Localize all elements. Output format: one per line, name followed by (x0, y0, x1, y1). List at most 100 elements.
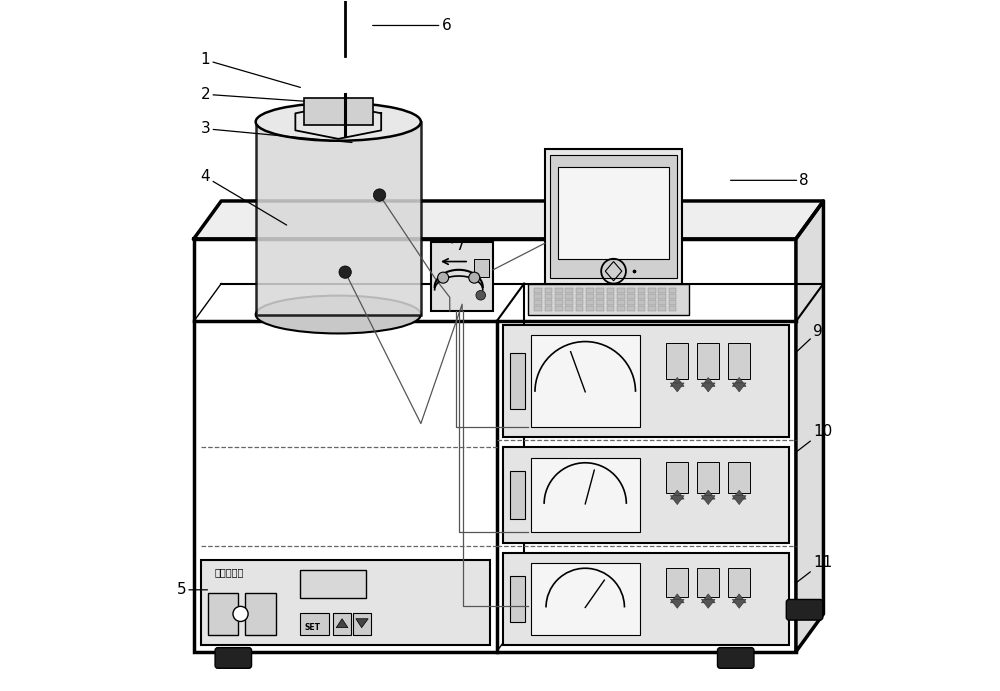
Bar (666, 567, 688, 597)
Bar (565, 306, 573, 311)
Bar (503, 553, 789, 645)
Text: 10: 10 (796, 424, 832, 452)
Bar (669, 306, 676, 311)
Polygon shape (701, 599, 715, 608)
Polygon shape (670, 495, 684, 504)
Circle shape (469, 272, 480, 283)
Text: 恒温水浴锅: 恒温水浴锅 (214, 567, 244, 577)
Circle shape (438, 272, 449, 283)
Bar (627, 287, 635, 292)
Bar (728, 567, 750, 597)
Bar (666, 343, 688, 379)
Bar (353, 612, 371, 634)
Bar (576, 300, 583, 305)
Bar (534, 287, 542, 292)
Polygon shape (356, 618, 368, 627)
Bar (669, 287, 676, 292)
Bar (666, 462, 688, 493)
Polygon shape (670, 383, 684, 392)
Bar (545, 287, 552, 292)
Bar (555, 306, 563, 311)
Bar (728, 462, 750, 493)
Polygon shape (194, 201, 823, 239)
Bar (565, 294, 573, 299)
Text: 9: 9 (796, 324, 823, 352)
Text: SET: SET (305, 623, 321, 632)
Bar (576, 287, 583, 292)
Bar (558, 167, 669, 260)
Bar (555, 294, 563, 299)
Bar (300, 570, 366, 598)
Bar (617, 306, 625, 311)
Bar (658, 294, 666, 299)
Bar (586, 294, 594, 299)
Bar (658, 287, 666, 292)
Bar (638, 287, 645, 292)
Bar (531, 335, 640, 426)
Bar (648, 300, 656, 305)
Bar (550, 155, 677, 278)
Polygon shape (732, 377, 746, 386)
Bar (658, 306, 666, 311)
Bar (333, 612, 351, 634)
Bar (545, 149, 682, 283)
Circle shape (373, 189, 386, 201)
Polygon shape (701, 495, 715, 504)
Bar (627, 294, 635, 299)
Polygon shape (701, 383, 715, 392)
Ellipse shape (256, 103, 421, 141)
Bar (697, 462, 719, 493)
Bar (510, 471, 525, 519)
Bar (545, 306, 552, 311)
Bar (586, 300, 594, 305)
Bar (565, 287, 573, 292)
Bar (503, 447, 789, 542)
Bar (534, 294, 542, 299)
Text: 8: 8 (731, 173, 809, 188)
Bar (503, 325, 789, 437)
Bar (596, 306, 604, 311)
Polygon shape (796, 201, 823, 652)
Bar (528, 283, 689, 314)
Bar (648, 306, 656, 311)
Bar (627, 300, 635, 305)
Polygon shape (701, 490, 715, 499)
Bar (531, 563, 640, 634)
FancyBboxPatch shape (717, 647, 754, 668)
Circle shape (476, 290, 486, 300)
Bar (617, 294, 625, 299)
Bar (607, 306, 614, 311)
Bar (586, 306, 594, 311)
Bar (534, 300, 542, 305)
Bar (534, 306, 542, 311)
Bar (697, 343, 719, 379)
Bar (648, 294, 656, 299)
Bar (627, 306, 635, 311)
Bar (617, 300, 625, 305)
Bar (596, 287, 604, 292)
Circle shape (339, 266, 351, 278)
Text: 6: 6 (373, 18, 451, 33)
Polygon shape (670, 490, 684, 499)
Bar (607, 287, 614, 292)
Text: 3: 3 (201, 121, 352, 142)
Circle shape (233, 606, 248, 621)
Ellipse shape (256, 296, 421, 334)
Bar (638, 306, 645, 311)
Polygon shape (701, 594, 715, 603)
FancyBboxPatch shape (215, 647, 252, 668)
Bar (510, 353, 525, 409)
Polygon shape (732, 495, 746, 504)
Text: 2: 2 (201, 87, 304, 102)
Text: 7: 7 (442, 238, 465, 253)
Bar (648, 287, 656, 292)
Bar (596, 300, 604, 305)
Polygon shape (336, 618, 348, 627)
Polygon shape (670, 599, 684, 608)
Bar (697, 567, 719, 597)
Bar (728, 343, 750, 379)
Bar (300, 612, 329, 634)
Polygon shape (732, 490, 746, 499)
Bar (658, 300, 666, 305)
Bar (607, 300, 614, 305)
